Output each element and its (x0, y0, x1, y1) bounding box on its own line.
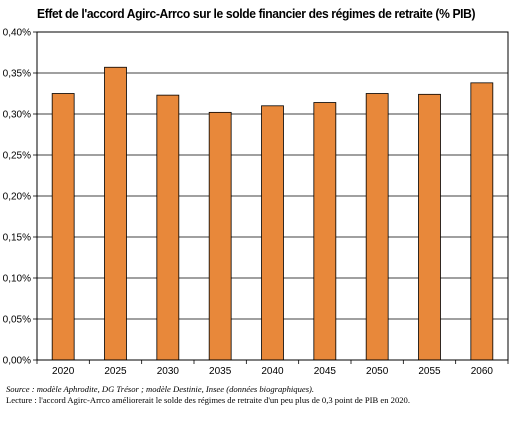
bar-2045 (313, 102, 337, 361)
x-tick-label: 2020 (52, 366, 75, 377)
x-tick-label: 2050 (366, 366, 389, 377)
bar-chart: 0,00% 0,05% 0,10% 0,15% 0,20% 0,25% 0,30% 0,35%… (3, 28, 509, 378)
y-tick-label: 0,05% (3, 315, 31, 326)
bar-2055 (418, 93, 441, 361)
x-tick-label: 2030 (157, 366, 180, 377)
chart-title: Effet de l'accord Agirc-Arrco sur le sol… (37, 6, 476, 21)
bar-2035 (208, 111, 232, 361)
y-tick-label: 0,10% (3, 274, 31, 285)
bar-2020 (51, 93, 75, 361)
bars (51, 66, 494, 361)
bar-2060 (470, 82, 494, 361)
x-tick-label: 2055 (418, 366, 441, 377)
y-tick-label: 0,00% (3, 356, 31, 367)
axes (33, 31, 509, 364)
bar-2040 (261, 105, 284, 361)
x-tick-label: 2060 (471, 366, 494, 377)
source-note: Source : modèle Aphrodite, DG Trésor ; m… (6, 384, 315, 394)
bar-2025 (104, 66, 127, 361)
plot-frame (36, 31, 509, 361)
y-tick-label: 0,15% (3, 233, 31, 244)
bar-2030 (156, 94, 180, 361)
lecture-note: Lecture : l'accord Agirc-Arrco améliorer… (6, 395, 411, 405)
bar-2050 (365, 93, 389, 361)
y-tick-label: 0,20% (3, 192, 31, 203)
y-tick-label: 0,35% (3, 69, 31, 80)
x-tick-label: 2025 (104, 366, 127, 377)
x-tick-label: 2045 (314, 366, 337, 377)
y-tick-label: 0,30% (3, 110, 31, 121)
x-tick-label: 2040 (261, 366, 284, 377)
x-tick-label: 2035 (209, 366, 232, 377)
y-tick-label: 0,25% (3, 151, 31, 162)
tick-labels: 0,00% 0,05% 0,10% 0,15% 0,20% 0,25% 0,30% 0,35%… (3, 28, 494, 378)
y-tick-label: 0,40% (3, 28, 31, 39)
